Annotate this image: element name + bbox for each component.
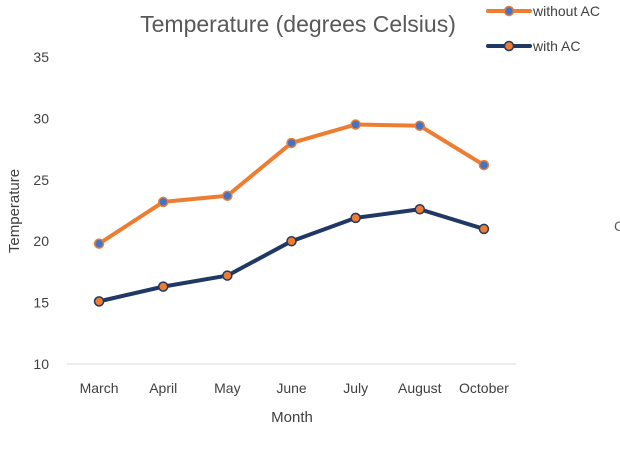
series-1	[93, 204, 490, 307]
x-tick-label: June	[276, 380, 307, 396]
x-tick-label: April	[149, 380, 177, 396]
data-point	[478, 159, 490, 171]
legend: without AC with AC	[486, 3, 600, 54]
y-tick-label: 25	[33, 172, 49, 188]
x-axis-title: Month	[271, 409, 313, 426]
x-tick-label: May	[214, 380, 240, 396]
data-point	[414, 204, 426, 215]
y-tick-label: 35	[33, 49, 49, 65]
legend-label: with AC	[532, 38, 580, 54]
data-point	[157, 281, 169, 292]
y-tick-label: 15	[33, 295, 49, 311]
y-tick-label: 20	[33, 233, 49, 249]
x-tick-label: July	[343, 380, 368, 396]
axes: 10 15 20 25 30 35 March April May June July August O…	[33, 49, 516, 396]
series-layer	[93, 119, 490, 307]
y-tick-label: 10	[33, 356, 49, 372]
legend-item: with AC	[486, 38, 580, 54]
data-point	[478, 223, 490, 235]
x-tick-label: August	[398, 380, 442, 396]
chart-title: Temperature (degrees Celsius)	[140, 11, 456, 37]
data-point	[350, 119, 361, 130]
data-point	[93, 238, 105, 249]
series-0	[93, 119, 490, 249]
legend-swatch-marker	[503, 40, 515, 52]
y-tick-label: 30	[33, 110, 49, 126]
data-point	[286, 235, 297, 247]
y-axis-title: Temperature	[6, 169, 23, 253]
series-line	[97, 207, 486, 304]
x-tick-label: October	[459, 380, 509, 396]
data-point	[93, 296, 105, 307]
legend-label: without AC	[532, 3, 600, 19]
x-tick-label: March	[80, 380, 119, 396]
data-point	[222, 270, 233, 281]
data-point	[414, 120, 426, 132]
data-point	[350, 212, 361, 224]
edge-text: C	[614, 218, 620, 234]
legend-swatch-marker	[503, 5, 515, 17]
data-point	[286, 137, 297, 149]
data-point	[157, 196, 169, 208]
legend-item: without AC	[486, 3, 600, 19]
data-point	[222, 190, 233, 202]
